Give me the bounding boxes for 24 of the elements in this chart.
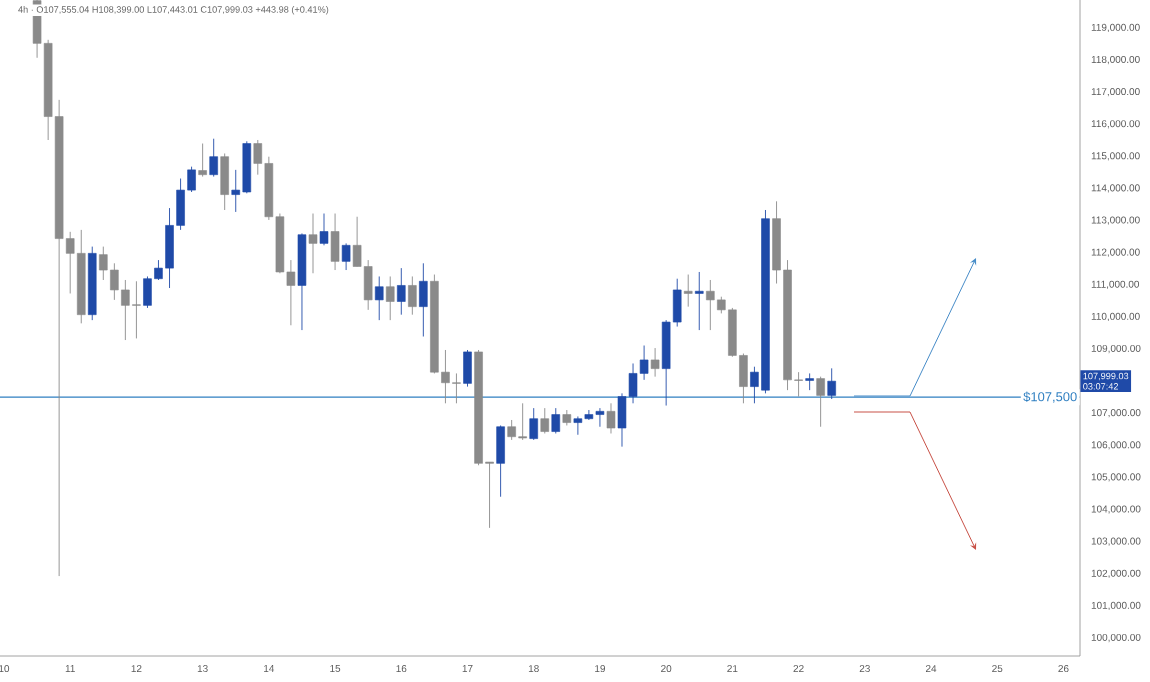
- candlestick: [540, 407, 550, 434]
- candlestick: [385, 276, 395, 321]
- candlestick: [374, 276, 384, 321]
- candlestick: [319, 213, 329, 246]
- candlestick: [827, 367, 836, 400]
- candlestick: [308, 213, 318, 274]
- candlestick: [694, 271, 704, 331]
- candlestick: [805, 372, 814, 391]
- candlestick: [463, 349, 472, 388]
- candlestick: [330, 213, 340, 271]
- candlestick: [198, 143, 207, 178]
- candlestick: [220, 153, 229, 211]
- candlestick: [606, 402, 616, 434]
- candlestick: [209, 138, 218, 178]
- candlestick: [496, 425, 505, 498]
- candlestick: [408, 276, 417, 316]
- candlestick: [650, 347, 660, 378]
- candlestick: [419, 262, 428, 337]
- candlestick: [683, 274, 693, 308]
- candlestick: [551, 407, 561, 434]
- candlestick: [397, 267, 406, 316]
- candlestick: [341, 242, 351, 271]
- candlestick: [816, 376, 825, 428]
- candlestick: [529, 407, 538, 441]
